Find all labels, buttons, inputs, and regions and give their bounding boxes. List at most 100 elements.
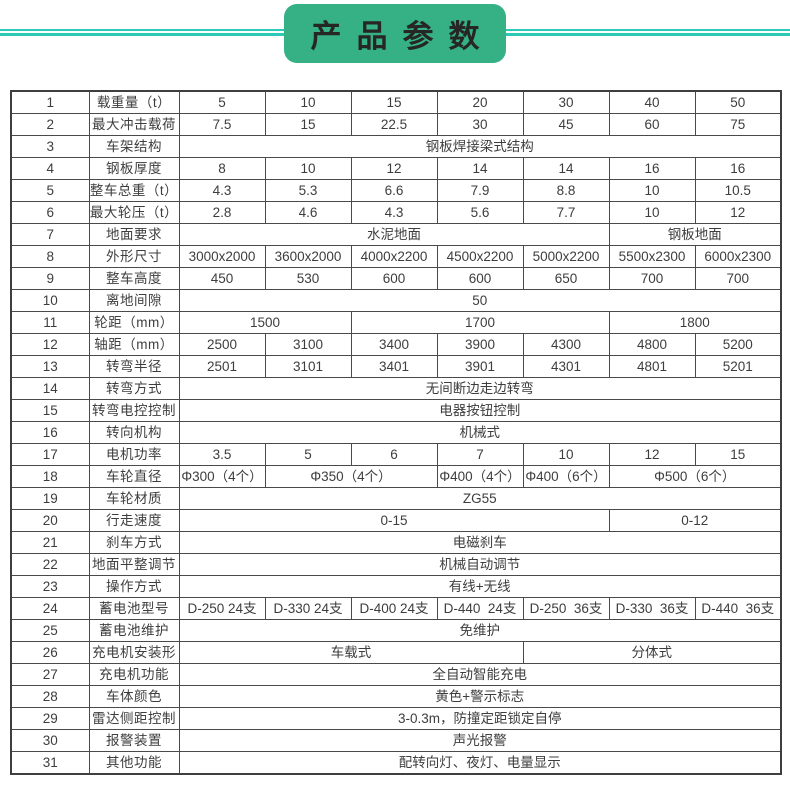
- row-label: 蓄电池型号: [88, 597, 180, 620]
- row-value: 4.6: [264, 201, 352, 224]
- table-row: 27 充电机功能 全自动智能充电: [10, 663, 782, 686]
- row-value: D-400 24支: [350, 597, 438, 620]
- row-label: 外形尺寸: [88, 245, 180, 268]
- row-value: 6000x2300: [694, 245, 782, 268]
- row-label: 载重量（t）: [88, 90, 180, 114]
- row-number: 2: [10, 113, 90, 136]
- row-value: 电磁刹车: [178, 531, 782, 554]
- row-value: 5200: [694, 333, 782, 356]
- row-label: 其他功能: [88, 751, 180, 775]
- row-value: 5: [178, 90, 266, 114]
- row-label: 车轮直径: [88, 465, 180, 488]
- row-value: 分体式: [522, 641, 782, 664]
- row-value: 3-0.3m，防撞定距锁定自停: [178, 707, 782, 730]
- row-value: 免维护: [178, 619, 782, 642]
- row-number: 10: [10, 289, 90, 312]
- page-header: 产品参数: [0, 0, 790, 90]
- row-value: 10: [522, 443, 610, 466]
- row-value: D-440 36支: [694, 597, 782, 620]
- table-row: 8 外形尺寸 3000x2000 3600x2000 4000x2200 4500x220…: [10, 245, 782, 268]
- row-number: 30: [10, 729, 90, 752]
- table-row: 18 车轮直径 Φ300（4个） Φ350（4个） Φ400（4个） Φ400（6个） Φ5…: [10, 465, 782, 488]
- row-value: ZG55: [178, 487, 782, 510]
- row-value: 4801: [608, 355, 696, 378]
- row-label: 钢板厚度: [88, 157, 180, 180]
- table-row: 19 车轮材质 ZG55: [10, 487, 782, 510]
- row-value: Φ400（4个）: [436, 465, 524, 488]
- row-value: 10: [608, 179, 696, 202]
- row-number: 18: [10, 465, 90, 488]
- row-value: D-330 36支: [608, 597, 696, 620]
- row-value: 600: [436, 267, 524, 290]
- row-number: 19: [10, 487, 90, 510]
- row-number: 16: [10, 421, 90, 444]
- row-value: Φ400（6个）: [522, 465, 610, 488]
- row-label: 行走速度: [88, 509, 180, 532]
- table-row: 12 轴距（mm） 2500 3100 3400 3900 4300 4800 5200: [10, 333, 782, 356]
- table-row: 13 转弯半径 2501 3101 3401 3901 4301 4801 5201: [10, 355, 782, 378]
- row-value: 22.5: [350, 113, 438, 136]
- table-row: 24 蓄电池型号 D-250 24支 D-330 24支 D-400 24支 D-440 …: [10, 597, 782, 620]
- row-value: 配转向灯、夜灯、电量显示: [178, 751, 782, 775]
- table-row: 23 操作方式 有线+无线: [10, 575, 782, 598]
- row-value: 7.7: [522, 201, 610, 224]
- row-value: 30: [436, 113, 524, 136]
- row-value: 50: [694, 90, 782, 114]
- row-label: 地面平整调节: [88, 553, 180, 576]
- row-value: 50: [178, 289, 782, 312]
- row-number: 20: [10, 509, 90, 532]
- row-value: 15: [350, 90, 438, 114]
- page-title-badge: 产品参数: [284, 4, 506, 63]
- row-value: 45: [522, 113, 610, 136]
- row-value: 3000x2000: [178, 245, 266, 268]
- row-number: 23: [10, 575, 90, 598]
- row-value: 1800: [608, 311, 782, 334]
- row-value: 3901: [436, 355, 524, 378]
- row-value: 8.8: [522, 179, 610, 202]
- row-value: 3600x2000: [264, 245, 352, 268]
- row-value: 2500: [178, 333, 266, 356]
- row-value: 14: [436, 157, 524, 180]
- row-value: 12: [350, 157, 438, 180]
- row-number: 28: [10, 685, 90, 708]
- row-number: 13: [10, 355, 90, 378]
- page-title: 产品参数: [310, 19, 495, 54]
- row-label: 操作方式: [88, 575, 180, 598]
- row-value: 3900: [436, 333, 524, 356]
- row-value: D-250 36支: [522, 597, 610, 620]
- row-value: D-440 24支: [436, 597, 524, 620]
- row-value: 水泥地面: [178, 223, 610, 246]
- row-value: 4301: [522, 355, 610, 378]
- row-value: 8: [178, 157, 266, 180]
- row-value: 5: [264, 443, 352, 466]
- row-number: 29: [10, 707, 90, 730]
- row-number: 1: [10, 90, 90, 114]
- table-row: 11 轮距（mm） 1500 1700 1800: [10, 311, 782, 334]
- table-row: 5 整车总重（t） 4.3 5.3 6.6 7.9 8.8 10 10.5: [10, 179, 782, 202]
- row-label: 地面要求: [88, 223, 180, 246]
- row-value: 钢板地面: [608, 223, 782, 246]
- row-value: Φ300（4个）: [178, 465, 266, 488]
- row-label: 转弯方式: [88, 377, 180, 400]
- row-label: 雷达侧距控制: [88, 707, 180, 730]
- row-value: 3.5: [178, 443, 266, 466]
- row-value: 车载式: [178, 641, 524, 664]
- row-value: 2.8: [178, 201, 266, 224]
- row-value: Φ500（6个）: [608, 465, 782, 488]
- row-value: 有线+无线: [178, 575, 782, 598]
- row-value: Φ350（4个）: [264, 465, 438, 488]
- table-row: 16 转向机构 机械式: [10, 421, 782, 444]
- table-row: 17 电机功率 3.5 5 6 7 10 12 15: [10, 443, 782, 466]
- table-row: 29 雷达侧距控制 3-0.3m，防撞定距锁定自停: [10, 707, 782, 730]
- table-row: 3 车架结构 钢板焊接梁式结构: [10, 135, 782, 158]
- row-value: 600: [350, 267, 438, 290]
- row-label: 电机功率: [88, 443, 180, 466]
- row-value: 60: [608, 113, 696, 136]
- row-label: 整车总重（t）: [88, 179, 180, 202]
- row-number: 17: [10, 443, 90, 466]
- row-label: 离地间隙: [88, 289, 180, 312]
- row-value: 4000x2200: [350, 245, 438, 268]
- row-number: 31: [10, 751, 90, 775]
- row-label: 转弯电控控制: [88, 399, 180, 422]
- row-number: 14: [10, 377, 90, 400]
